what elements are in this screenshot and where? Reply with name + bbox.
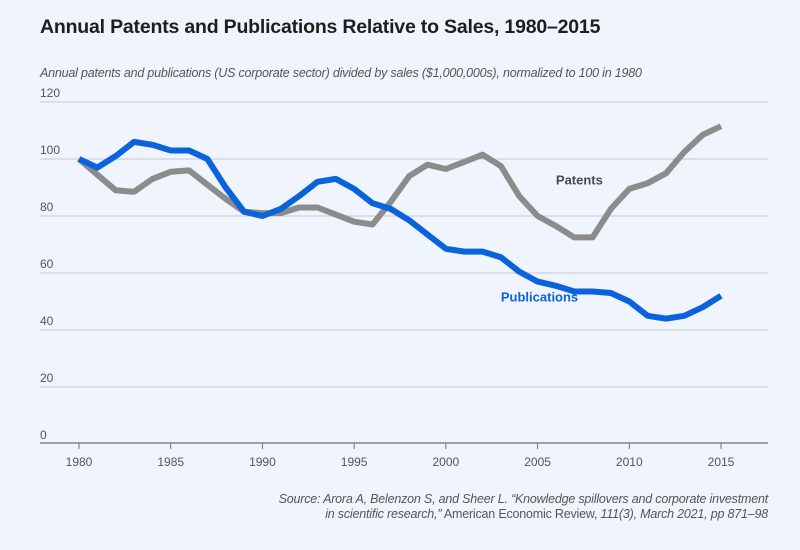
x-tick-label: 2000	[433, 455, 460, 469]
y-tick-label: 40	[40, 314, 54, 328]
source-details: 111(3), March 2021, pp 871–98	[600, 507, 769, 521]
source-line-1: Source: Arora A, Belenzon S, and Sheer L…	[278, 492, 769, 506]
x-tick-label: 2015	[708, 455, 735, 469]
x-tick-label: 1990	[249, 455, 276, 469]
series-label-publications: Publications	[501, 290, 578, 305]
series-labels: Patents Publications	[501, 173, 603, 305]
y-tick-label: 80	[40, 200, 54, 214]
y-tick-label: 120	[40, 86, 60, 100]
x-tick-label: 1995	[341, 455, 368, 469]
y-tick-label: 0	[40, 428, 47, 442]
x-tick-label: 1980	[66, 455, 93, 469]
x-tick-label: 2005	[524, 455, 551, 469]
chart-subtitle: Annual patents and publications (US corp…	[40, 66, 642, 80]
x-axis: 1980 1985 1990 1995 2000 2005 2010 2015	[40, 442, 768, 469]
chart-title: Annual Patents and Publications Relative…	[40, 16, 601, 38]
source-article-title: in scientific research,”	[325, 507, 442, 521]
gridlines	[40, 101, 768, 388]
series-label-patents: Patents	[556, 173, 603, 188]
y-axis-tick-labels: 0 20 40 60 80 100 120	[40, 86, 60, 442]
y-tick-label: 20	[40, 371, 54, 385]
series-line-publications	[77, 138, 723, 322]
x-tick-label: 1985	[157, 455, 184, 469]
y-tick-label: 100	[40, 143, 60, 157]
x-tick-label: 2010	[616, 455, 643, 469]
series-line-patents	[77, 123, 723, 241]
source-journal: American Economic Review,	[441, 507, 601, 521]
source-note: Source: Arora A, Belenzon S, and Sheer L…	[278, 492, 769, 522]
series-lines	[77, 123, 723, 322]
y-tick-label: 60	[40, 257, 54, 271]
